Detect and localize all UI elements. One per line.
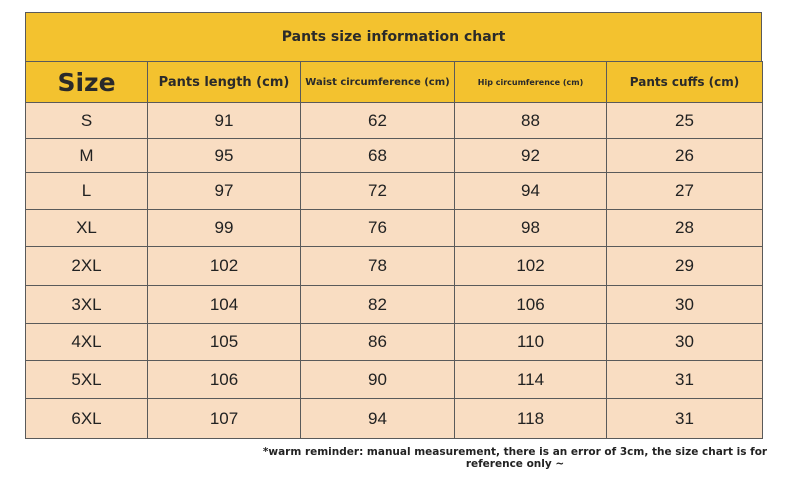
value-cell: 31 — [606, 398, 763, 439]
value-cell: 102 — [454, 246, 607, 286]
size-cell: XL — [25, 209, 148, 247]
size-cell: 6XL — [25, 398, 148, 439]
value-cell: 28 — [606, 209, 763, 247]
value-cell: 104 — [147, 285, 301, 324]
value-cell: 72 — [300, 172, 455, 210]
value-cell: 88 — [454, 102, 607, 139]
value-cell: 94 — [300, 398, 455, 439]
value-cell: 94 — [454, 172, 607, 210]
value-cell: 99 — [147, 209, 301, 247]
size-cell: 4XL — [25, 323, 148, 361]
value-cell: 82 — [300, 285, 455, 324]
size-cell: 3XL — [25, 285, 148, 324]
value-cell: 25 — [606, 102, 763, 139]
column-header: Waist circumference (cm) — [300, 61, 455, 103]
value-cell: 92 — [454, 138, 607, 173]
value-cell: 78 — [300, 246, 455, 286]
value-cell: 98 — [454, 209, 607, 247]
size-cell: 2XL — [25, 246, 148, 286]
value-cell: 30 — [606, 285, 763, 324]
value-cell: 102 — [147, 246, 301, 286]
value-cell: 29 — [606, 246, 763, 286]
table-title: Pants size information chart — [25, 12, 762, 62]
value-cell: 95 — [147, 138, 301, 173]
value-cell: 86 — [300, 323, 455, 361]
column-header: Pants cuffs (cm) — [606, 61, 763, 103]
value-cell: 26 — [606, 138, 763, 173]
value-cell: 76 — [300, 209, 455, 247]
column-header: Pants length (cm) — [147, 61, 301, 103]
size-cell: S — [25, 102, 148, 139]
note: *warm reminder: manual measurement, ther… — [262, 446, 768, 470]
value-cell: 114 — [454, 360, 607, 399]
size-cell: M — [25, 138, 148, 173]
column-header: Size — [25, 61, 148, 103]
size-cell: L — [25, 172, 148, 210]
value-cell: 31 — [606, 360, 763, 399]
value-cell: 118 — [454, 398, 607, 439]
value-cell: 90 — [300, 360, 455, 399]
value-cell: 107 — [147, 398, 301, 439]
value-cell: 91 — [147, 102, 301, 139]
size-cell: 5XL — [25, 360, 148, 399]
value-cell: 30 — [606, 323, 763, 361]
value-cell: 106 — [147, 360, 301, 399]
value-cell: 62 — [300, 102, 455, 139]
value-cell: 68 — [300, 138, 455, 173]
value-cell: 106 — [454, 285, 607, 324]
value-cell: 97 — [147, 172, 301, 210]
value-cell: 110 — [454, 323, 607, 361]
value-cell: 105 — [147, 323, 301, 361]
column-header: Hip circumference (cm) — [454, 61, 607, 103]
value-cell: 27 — [606, 172, 763, 210]
